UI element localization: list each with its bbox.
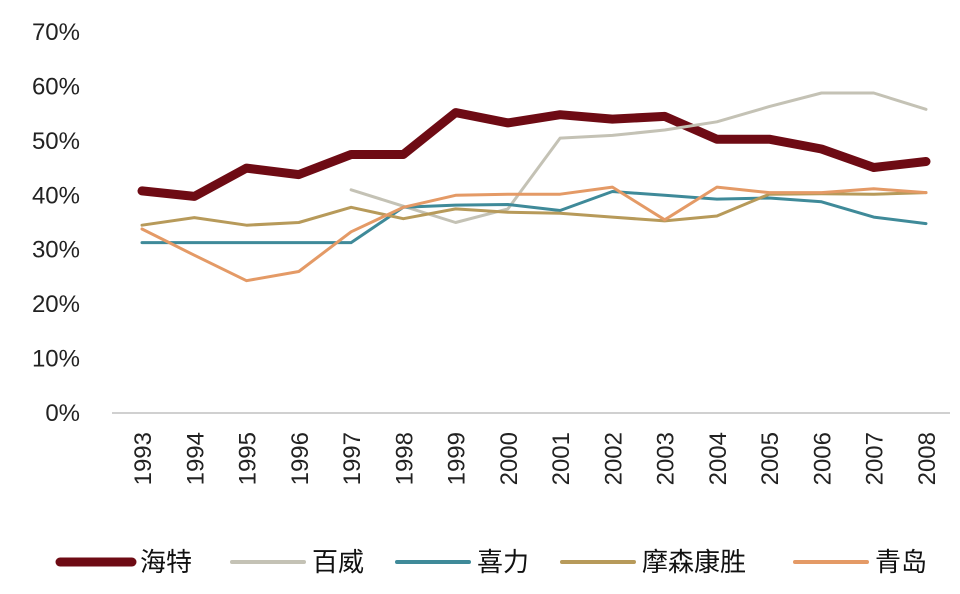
x-tick-label: 2003 xyxy=(653,432,680,485)
legend-label: 青岛 xyxy=(875,548,927,578)
x-tick-label: 2001 xyxy=(548,432,575,485)
x-tick-label: 1999 xyxy=(444,432,471,485)
series-lines xyxy=(137,91,931,283)
x-tick-label: 1998 xyxy=(391,432,418,485)
x-tick-label: 2004 xyxy=(705,432,732,485)
y-axis-ticks: 0% 10% 20% 30% 40% 50% 60% 70% xyxy=(32,19,80,427)
series-line-1 xyxy=(137,108,931,201)
y-tick-label: 50% xyxy=(32,128,80,155)
legend-item: 百威 xyxy=(230,548,364,578)
x-tick-label: 1995 xyxy=(235,432,262,485)
legend-label: 摩森康胜 xyxy=(642,548,746,578)
legend-label: 海特 xyxy=(140,548,192,578)
y-tick-label: 10% xyxy=(32,346,80,373)
x-tick-label: 1994 xyxy=(182,432,209,485)
legend-label: 喜力 xyxy=(477,548,529,578)
x-axis-ticks: 1993 1994 1995 1996 1997 1998 1999 2000 2001 2002… xyxy=(130,432,941,485)
y-tick-label: 30% xyxy=(32,237,80,264)
series-line-5 xyxy=(140,185,928,283)
x-tick-label: 2006 xyxy=(809,432,836,485)
y-tick-label: 0% xyxy=(45,400,80,427)
x-tick-label: 1996 xyxy=(287,432,314,485)
legend: 海特 百威 喜力 摩森康胜 青岛 xyxy=(55,548,927,578)
x-tick-label: 1997 xyxy=(339,432,366,485)
y-tick-label: 70% xyxy=(32,19,80,46)
legend-item: 海特 xyxy=(55,548,192,578)
legend-item: 青岛 xyxy=(793,548,927,578)
x-tick-label: 2008 xyxy=(914,432,941,485)
legend-label: 百威 xyxy=(312,548,364,578)
x-tick-label: 2000 xyxy=(496,432,523,485)
y-tick-label: 60% xyxy=(32,73,80,100)
x-tick-label: 2005 xyxy=(757,432,784,485)
legend-item: 摩森康胜 xyxy=(560,548,746,578)
legend-item: 喜力 xyxy=(395,548,529,578)
y-tick-label: 20% xyxy=(32,291,80,318)
x-tick-label: 2007 xyxy=(862,432,889,485)
y-tick-label: 40% xyxy=(32,182,80,209)
x-tick-label: 2002 xyxy=(600,432,627,485)
series-line-3 xyxy=(140,190,928,245)
x-tick-label: 1993 xyxy=(130,432,157,485)
series-line-2 xyxy=(349,91,928,224)
